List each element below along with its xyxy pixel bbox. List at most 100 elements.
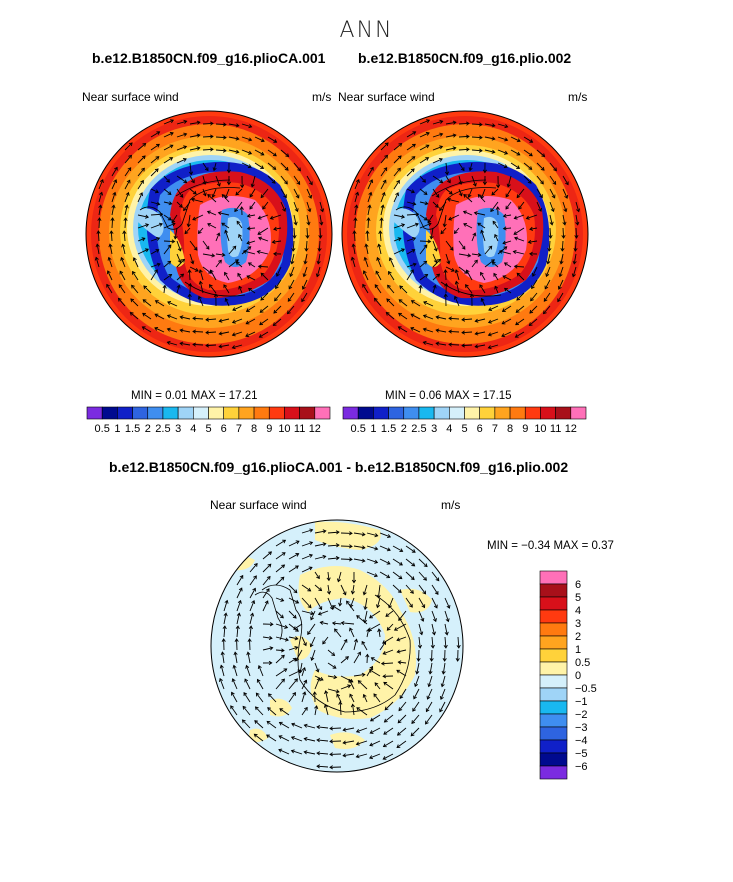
panel2-wind-vector: [350, 256, 356, 268]
panel2-wind-vector: [484, 245, 493, 255]
panel3-wind-vector: [301, 597, 312, 609]
panel3-wind-vector: [353, 532, 366, 537]
panel3-wind-vector: [336, 571, 342, 583]
panel3-wind-vector: [249, 562, 258, 573]
panel1-colorbar: 0.5 1 1.5 2 2.5 3 4 5 6 7 8 9 10 11 12: [86, 406, 331, 435]
panel1-wind-vector: [272, 318, 282, 327]
panel3-map: [211, 520, 463, 772]
panel2-units-label: m/s: [568, 90, 588, 104]
panel3-wind-vector: [241, 719, 251, 729]
panel2-wind-vector: [471, 175, 477, 187]
panel1-wind-vector: [232, 305, 243, 312]
panel3-wind-vector: [340, 684, 352, 690]
panel1-wind-vector: [137, 143, 147, 151]
panel2-map-border: [341, 110, 589, 358]
panel2-wind-vector: [505, 188, 512, 198]
panel3-wind-vector: [301, 679, 308, 690]
panel3-wind-vector: [236, 599, 242, 612]
panel1-wind-vector: [316, 253, 321, 265]
panel2-wind-vector: [515, 318, 525, 326]
panel1-wind-vector: [98, 204, 103, 216]
panel3-wind-vector: [314, 554, 327, 560]
panel2-wind-vector: [529, 226, 538, 231]
panel2-wind-vector: [494, 233, 499, 242]
panel1-wind-vector: [167, 301, 178, 307]
panel1-wind-vector: [293, 162, 301, 172]
panel1-wind-vector: [137, 223, 150, 229]
panel3-wind-vector: [329, 752, 342, 757]
difference-title: b.e12.B1850CN.f09_g16.plioCA.001 - b.e12…: [109, 459, 569, 475]
panel1-wind-vector: [260, 188, 269, 199]
panel3-wind-vector: [219, 664, 225, 677]
panel1-wind-vector: [221, 222, 230, 229]
panel2-wind-vector: [484, 123, 496, 128]
panel1-wind-vector: [189, 188, 197, 195]
panel2-colorbar-tick-label: 1.5: [381, 423, 396, 435]
panel2-wind-vector: [386, 298, 395, 307]
panel2-wind-vector: [487, 318, 499, 324]
panel1-wind-vector: [106, 270, 113, 281]
panel1-colorbar-tick-label: 6: [221, 423, 227, 435]
panel1-wind-vector: [257, 227, 269, 235]
panel1-colorbar-tick-label: 4: [190, 423, 196, 435]
panel2-wind-vector: [480, 229, 486, 242]
panel2-colorbar-tick-label: 8: [507, 423, 513, 435]
panel2-wind-vector: [547, 240, 552, 252]
panel3-wind-vector: [254, 706, 264, 716]
panel3-wind-vector: [310, 649, 316, 661]
panel1-wind-vector: [226, 162, 232, 174]
panel3-wind-vector: [414, 675, 420, 688]
panel1-wind-vector: [242, 249, 256, 255]
panel3-wind-vector: [392, 571, 403, 580]
panel3-colorbar-box: [539, 570, 568, 585]
panel3-wind-vector: [340, 544, 353, 549]
panel1-wind-vector: [192, 214, 204, 221]
panel2-wind-vector: [406, 201, 417, 206]
panel2-wind-vector: [493, 272, 499, 281]
panel2-wind-vector: [364, 243, 369, 255]
panel3-wind-vector: [262, 660, 273, 666]
panel3-wind-vector: [288, 657, 297, 664]
panel1-wind-vector: [123, 217, 128, 229]
panel1-colorbar-tick-label: 9: [266, 423, 272, 435]
panel1-wind-vector: [275, 279, 282, 290]
panel2-wind-vector: [367, 179, 374, 190]
panel1-wind-vector: [213, 293, 218, 307]
panel3-wind-vector: [245, 664, 251, 677]
panel2-colorbar-box: [479, 406, 496, 420]
panel1-wind-vector: [245, 305, 256, 312]
panel3-wind-vector: [431, 610, 437, 623]
panel3-wind-vector: [369, 740, 381, 747]
panel3-wind-vector: [327, 675, 338, 680]
panel3-wind-vector: [383, 681, 394, 690]
panel3-colorbar-box: [539, 609, 568, 624]
panel1-wind-vector: [215, 259, 222, 268]
panel3-wind-vector: [288, 584, 298, 594]
panel2-wind-vector: [497, 162, 508, 169]
panel2-wind-vector: [573, 240, 578, 252]
panel2-wind-vector: [471, 252, 482, 257]
panel2-colorbar-tick-label: 11: [550, 423, 561, 435]
panel1-colorbar-box: [132, 406, 149, 420]
panel1-wind-vector: [190, 197, 204, 203]
panel1-wind-vector: [246, 226, 256, 231]
panel1-wind-vector: [179, 328, 191, 333]
panel1-wind-vector: [231, 331, 243, 337]
panel1-wind-vector: [205, 330, 217, 335]
panel2-wind-vector: [562, 201, 568, 213]
panel1-colorbar-box: [162, 406, 179, 420]
panel2-wind-vector: [444, 162, 450, 176]
panel3-wind-vector: [288, 553, 300, 560]
panel3-colorbar-box: [539, 622, 568, 637]
panel1-wind-vector: [260, 272, 269, 281]
panel2-wind-vector: [410, 300, 421, 307]
panel2-wind-vector: [516, 272, 525, 281]
panel2-wind-vector: [432, 201, 439, 208]
panel3-wind-vector: [301, 553, 313, 560]
panel3-wind-vector: [314, 662, 320, 673]
panel3-wind-vector: [384, 701, 394, 711]
panel2-wind-vector: [380, 167, 388, 177]
panel2-wind-vector: [419, 260, 428, 268]
panel2-wind-vector: [574, 227, 579, 239]
panel3-wind-vector: [366, 558, 379, 564]
